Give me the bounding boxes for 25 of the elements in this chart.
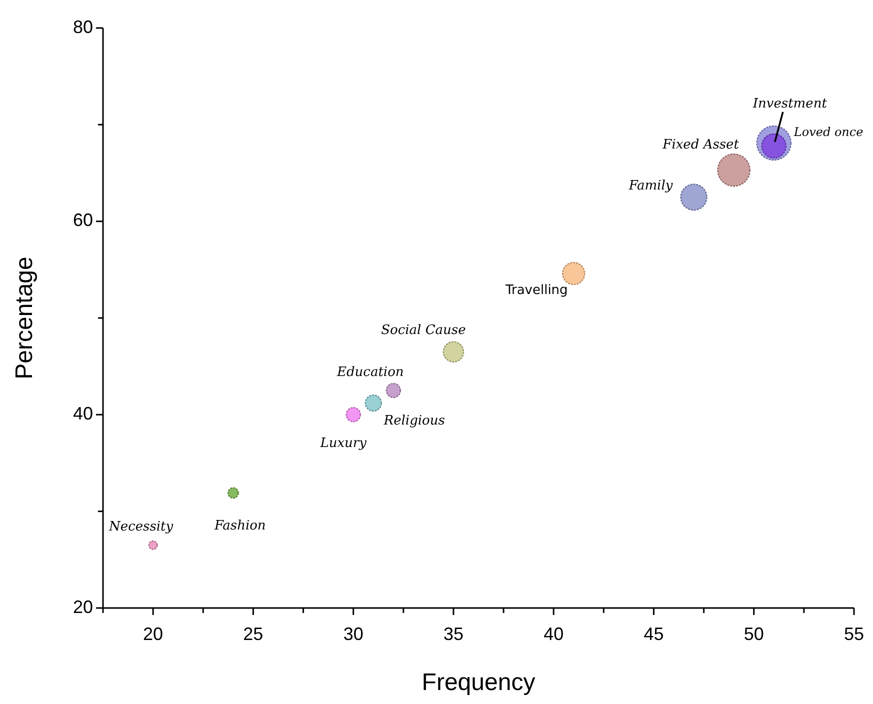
series-label: Religious — [382, 413, 446, 428]
x-tick-label: 50 — [744, 624, 764, 644]
x-tick-label: 40 — [544, 624, 564, 644]
series-label: Education — [336, 364, 404, 380]
series-label: Loved once — [792, 125, 864, 140]
y-tick-label: 80 — [72, 16, 93, 37]
x-tick-label: 35 — [443, 624, 464, 644]
series-label: Travelling — [504, 283, 568, 298]
text: Fashion — [214, 518, 266, 534]
y-tick-label: 40 — [72, 403, 93, 424]
series-label: Family — [628, 178, 674, 194]
y-tick-label: 60 — [72, 210, 93, 230]
x-tick-label: 55 — [844, 624, 864, 644]
x-axis-title: Frequency — [422, 669, 536, 696]
series-label: Fixed Asset — [662, 137, 740, 152]
series-label: Necessity — [108, 520, 174, 535]
series-label: Social Cause — [381, 323, 466, 338]
y-tick-label: 20 — [72, 596, 93, 617]
x-tick-label: 25 — [243, 624, 264, 644]
x-tick-label: 20 — [143, 624, 164, 644]
text: Investment — [752, 96, 828, 112]
y-axis-title: Percentage — [11, 256, 38, 380]
x-tick-label: 45 — [644, 624, 664, 644]
series-label: Luxury — [319, 436, 368, 452]
x-tick-label: 30 — [343, 624, 364, 644]
